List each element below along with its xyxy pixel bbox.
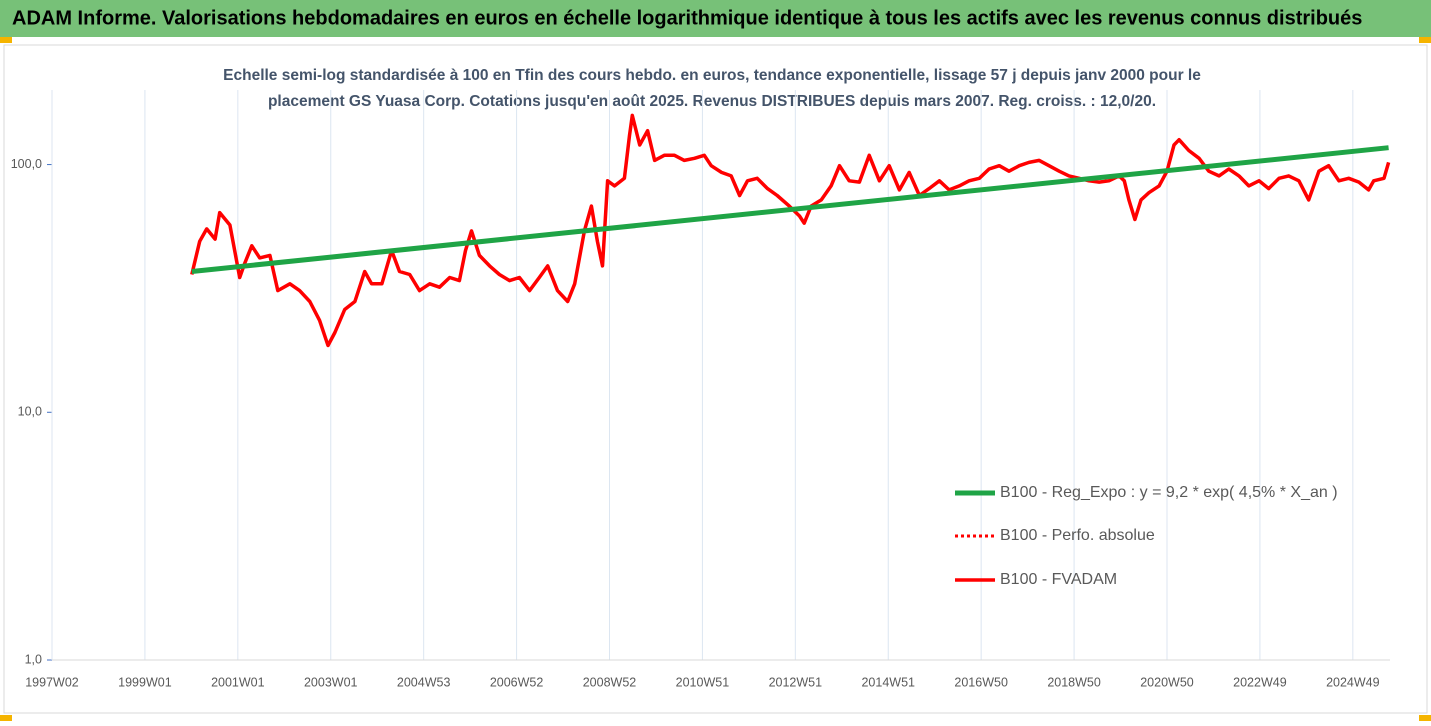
x-tick-label: 2016W50 <box>954 675 1008 689</box>
x-tick-label: 1999W01 <box>118 675 172 689</box>
x-tick-label: 2012W51 <box>769 675 823 689</box>
x-tick-label: 2024W49 <box>1326 675 1380 689</box>
legend-label: B100 - Reg_Expo : y = 9,2 * exp( 4,5% * … <box>1000 484 1338 501</box>
x-tick-label: 2018W50 <box>1047 675 1101 689</box>
corner-tab <box>0 37 12 43</box>
chart-subtitle: placement GS Yuasa Corp. Cotations jusqu… <box>268 93 1156 110</box>
chart-border <box>3 44 1428 714</box>
corner-tab <box>1419 715 1431 721</box>
x-tick-label: 2020W50 <box>1140 675 1194 689</box>
x-tick-label: 2001W01 <box>211 675 265 689</box>
x-tick-label: 2003W01 <box>304 675 358 689</box>
corner-tab <box>1419 37 1431 43</box>
x-tick-label: 2006W52 <box>490 675 544 689</box>
chart-title: ADAM Informe. Valorisations hebdomadaire… <box>12 7 1362 29</box>
legend-label: B100 - Perfo. absolue <box>1000 527 1155 544</box>
x-tick-label: 2022W49 <box>1233 675 1287 689</box>
series-line <box>191 145 1389 274</box>
corner-tab <box>0 715 12 721</box>
chart-subtitle: Echelle semi-log standardisée à 100 en T… <box>223 67 1201 84</box>
x-tick-label: 2004W53 <box>397 675 451 689</box>
x-tick-label: 2008W52 <box>583 675 637 689</box>
y-tick-label: 1,0 <box>25 652 42 666</box>
series-line <box>190 113 1391 348</box>
x-tick-label: 1997W02 <box>25 675 79 689</box>
x-tick-label: 2010W51 <box>676 675 730 689</box>
y-tick-label: 10,0 <box>18 405 42 419</box>
x-tick-label: 2014W51 <box>861 675 915 689</box>
header-bar <box>0 0 1431 37</box>
legend-label: B100 - FVADAM <box>1000 571 1117 588</box>
y-tick-label: 100,0 <box>11 157 42 171</box>
